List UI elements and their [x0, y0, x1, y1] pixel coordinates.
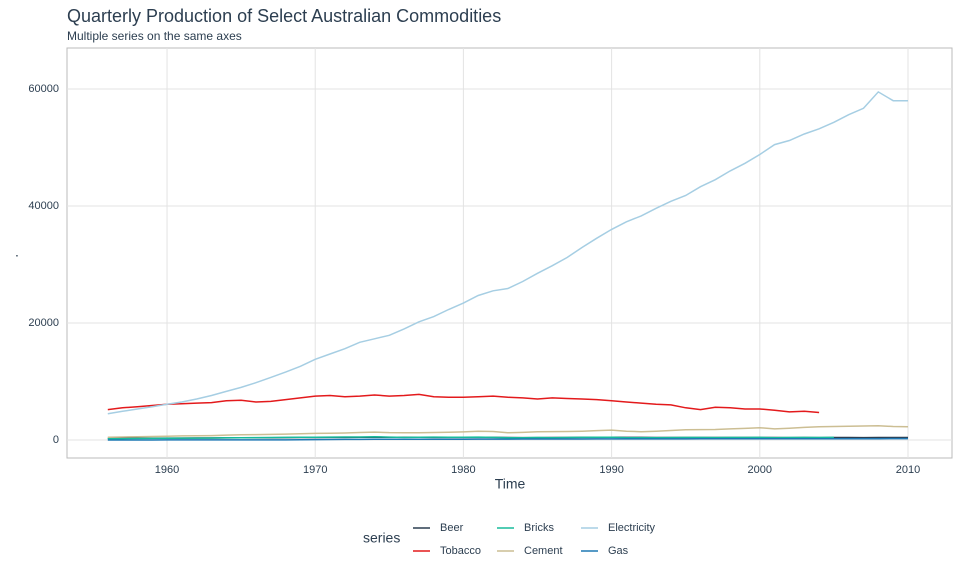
y-axis-title: . — [15, 244, 19, 260]
legend-label: Tobacco — [440, 545, 481, 557]
legend-label: Bricks — [524, 522, 554, 534]
y-tick-label: 0 — [53, 434, 59, 446]
y-tick-label: 40000 — [28, 200, 59, 212]
x-tick-label: 2000 — [748, 464, 772, 476]
x-tick-label: 1980 — [451, 464, 475, 476]
legend-label: Gas — [608, 545, 629, 557]
x-axis-title: Time — [495, 476, 526, 492]
x-tick-label: 2010 — [896, 464, 920, 476]
x-tick-label: 1960 — [155, 464, 179, 476]
x-tick-label: 1970 — [303, 464, 327, 476]
series-line — [107, 424, 909, 439]
legend: Beer Tobacco Bricks Cement Electricity Gas — [413, 522, 656, 557]
plot-area — [66, 47, 953, 459]
legend-label: Beer — [440, 522, 464, 534]
x-tick-label: 1990 — [599, 464, 623, 476]
legend-label: Cement — [524, 545, 563, 557]
legend-label: Electricity — [608, 522, 656, 534]
chart-subtitle: Multiple series on the same axes — [67, 29, 242, 43]
series-line — [107, 90, 908, 415]
series-line — [107, 435, 834, 440]
legend-title: series — [363, 530, 400, 546]
y-tick-label: 20000 — [28, 317, 59, 329]
y-tick-label: 60000 — [28, 83, 59, 95]
plot-border — [66, 47, 953, 459]
chart-title: Quarterly Production of Select Australia… — [67, 6, 501, 26]
series-line — [107, 393, 820, 414]
series-line — [107, 437, 908, 441]
